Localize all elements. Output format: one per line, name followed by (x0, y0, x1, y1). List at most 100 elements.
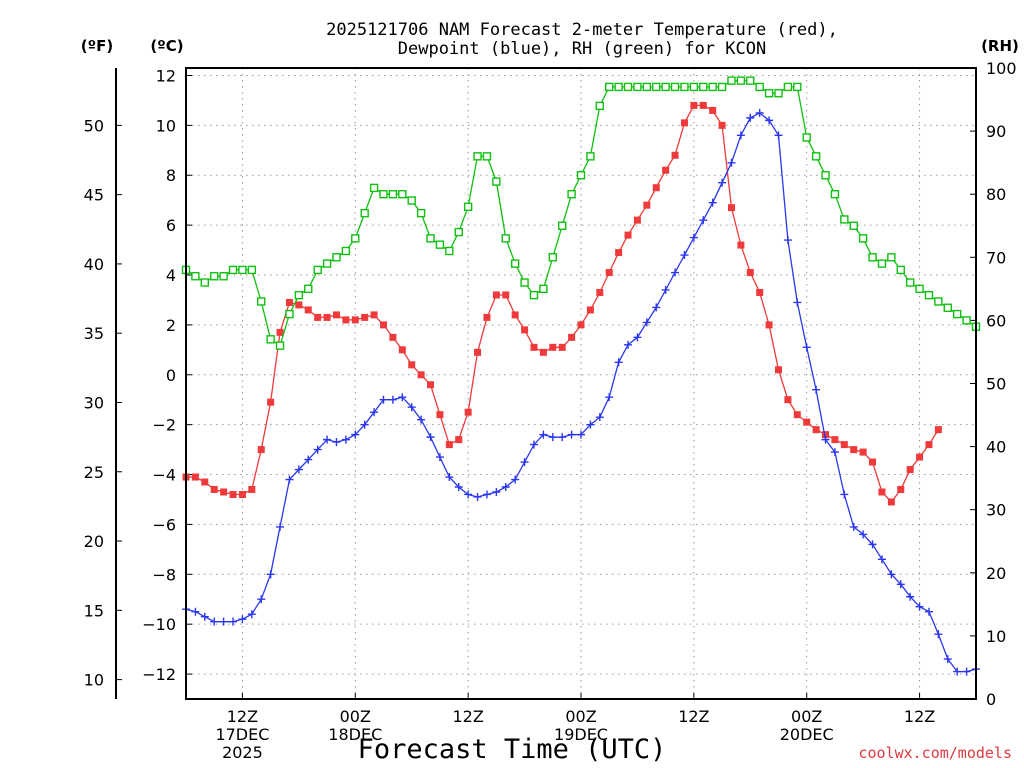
dewpoint-point (915, 602, 924, 611)
plot-area-frame (185, 67, 977, 700)
rh-point (445, 246, 454, 256)
rh-point (228, 265, 238, 275)
temperature-point (417, 371, 425, 379)
dewpoint-point (294, 465, 303, 474)
temperature-point (699, 101, 707, 109)
temperature-point (784, 396, 792, 404)
rh-point (849, 221, 858, 230)
dewpoint-point (896, 580, 905, 589)
dewpoint-point (341, 435, 350, 444)
temperature-point (558, 343, 566, 351)
dewpoint-point (680, 251, 689, 260)
temperature-point (295, 301, 303, 309)
rh-point (266, 335, 275, 344)
rh-point (868, 253, 877, 262)
rh-point (257, 297, 266, 306)
temperature-point (897, 485, 905, 493)
celsius-tick-label: 4 (166, 266, 176, 285)
chart-title-line-1: 2025121706 NAM Forecast 2-meter Temperat… (326, 20, 838, 40)
rh-point (746, 76, 755, 85)
dewpoint-point (887, 570, 896, 579)
dewpoint-point (266, 570, 275, 579)
rh-point (670, 82, 680, 92)
dewpoint-point (859, 530, 868, 539)
rh-point (435, 240, 445, 249)
dewpoint-point (755, 108, 764, 117)
time-tick-label: 12Z (904, 707, 935, 726)
rh-point (557, 221, 567, 230)
temperature-point (887, 498, 895, 506)
dewpoint-point (482, 490, 491, 499)
temperature-point (850, 446, 858, 454)
rh-axis-unit: (RH) (981, 37, 1019, 55)
temperature-point (210, 485, 218, 493)
dewpoint-point (200, 612, 209, 621)
time-tick-label: 17DEC (215, 725, 269, 744)
temperature-point (652, 184, 660, 192)
dewpoint-point (924, 607, 933, 616)
dewpoint-point (351, 430, 360, 439)
temperature-point (276, 328, 284, 336)
rh-point (887, 253, 896, 262)
rh-point (247, 265, 257, 275)
temperature-point (389, 333, 397, 341)
rh-point (830, 189, 840, 199)
rh-point (764, 89, 774, 98)
temperature-point (248, 485, 256, 493)
temperature-point (530, 343, 538, 351)
dewpoint-point (426, 433, 435, 442)
dewpoint-point (577, 430, 585, 439)
dewpoint-point (661, 285, 670, 294)
temperature-point (285, 298, 293, 306)
temperature-point (238, 490, 246, 498)
dewpoint-point (943, 655, 952, 664)
dewpoint-point (812, 385, 821, 394)
dewpoint-point (445, 473, 454, 482)
dewpoint-point (529, 440, 538, 449)
temperature-point (605, 269, 613, 277)
temperature-point (539, 348, 547, 356)
dewpoint-point (567, 430, 576, 439)
dewpoint-point (699, 216, 708, 225)
rh-tick-label: 70 (986, 248, 1006, 267)
temperature-point (680, 119, 688, 127)
rh-point (510, 259, 520, 268)
temperature-point (370, 311, 378, 319)
rh-tick-label: 20 (986, 564, 1006, 583)
dewpoint-point (370, 408, 379, 417)
dewpoint-point (558, 433, 567, 442)
rh-tick-label: 100 (986, 59, 1017, 78)
gridlines (186, 68, 976, 699)
temperature-point (671, 151, 679, 159)
dewpoint-point (501, 483, 510, 492)
temperature-point (455, 436, 463, 444)
rh-point (492, 177, 501, 186)
dewpoint-point (953, 667, 962, 676)
dewpoint-point (718, 178, 727, 187)
rh-point (858, 234, 868, 243)
rh-point (191, 272, 200, 281)
rh-point (614, 82, 623, 92)
rh-point (313, 265, 322, 275)
rh-point (332, 253, 341, 262)
rh-point (877, 259, 887, 268)
celsius-tick-label: 8 (166, 166, 176, 185)
rh-point (473, 152, 482, 161)
temperature-point (464, 408, 472, 416)
temperature-point (906, 466, 914, 474)
dewpoint-point (360, 420, 369, 429)
temperature-point (304, 306, 312, 314)
rh-point (322, 259, 332, 268)
rh-point (934, 297, 943, 306)
dewpoint-point (191, 607, 200, 616)
dewpoint-point (407, 403, 416, 412)
rh-point (539, 284, 548, 294)
temperature-point (568, 333, 576, 341)
dewpoint-point (586, 420, 595, 429)
temperature-point (220, 488, 228, 496)
fahrenheit-tick-label: 35 (84, 324, 104, 343)
temperature-point (511, 311, 519, 319)
temperature-point (859, 448, 867, 456)
celsius-tick-label: 6 (166, 216, 176, 235)
dewpoint-point (934, 630, 943, 639)
